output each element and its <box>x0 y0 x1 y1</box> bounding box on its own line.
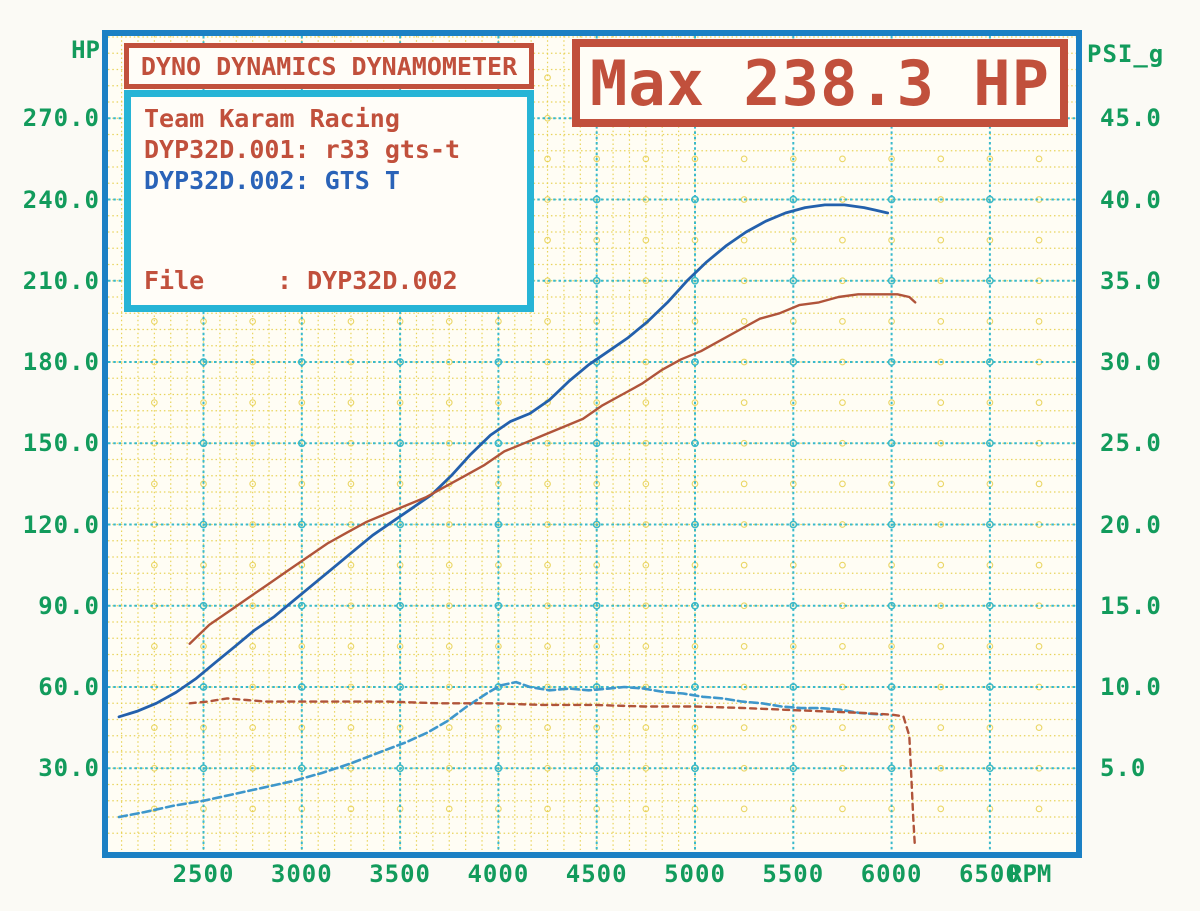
rpm-tick-4000: 4000 <box>467 860 530 888</box>
rpm-tick-4500: 4500 <box>565 860 628 888</box>
brand-title-box: DYNO DYNAMICS DYNAMOMETER <box>124 43 534 89</box>
psi-tick-5.0: 5.0 <box>1100 754 1147 783</box>
hp-tick-240.0: 240.0 <box>22 185 100 214</box>
rpm-tick-6500: 6500 <box>958 860 1021 888</box>
rpm-tick-5000: 5000 <box>664 860 726 888</box>
rpm-tick-2500: 2500 <box>172 860 235 888</box>
hp-tick-270.0: 270.0 <box>22 104 100 133</box>
curve-boost-DYP32D.002 <box>117 680 884 819</box>
file-line: File : DYP32D.002 <box>144 266 458 295</box>
max-hp-text: Max 238.3 HP <box>590 46 1050 120</box>
hp-tick-210.0: 210.0 <box>22 266 100 295</box>
curve-power-DYP32D.001-r33-gts-t <box>188 293 917 645</box>
psi-tick-15.0: 15.0 <box>1100 591 1162 620</box>
curve-power-DYP32D.002-GTS-T <box>117 203 890 719</box>
rpm-tick-3500: 3500 <box>369 860 431 888</box>
brand-title-text: DYNO DYNAMICS DYNAMOMETER <box>140 51 518 81</box>
psi-tick-20.0: 20.0 <box>1100 510 1162 539</box>
hp-tick-30.0: 30.0 <box>38 754 100 783</box>
psi-tick-30.0: 30.0 <box>1100 348 1162 376</box>
rpm-tick-6000: 6000 <box>860 860 923 888</box>
curve-boost-DYP32D.001 <box>188 697 916 846</box>
hp-tick-90.0: 90.0 <box>38 591 100 620</box>
psi-tick-25.0: 25.0 <box>1100 429 1162 458</box>
team-name: Team Karam Racing <box>144 104 400 133</box>
psi-tick-45.0: 45.0 <box>1100 104 1162 133</box>
psi-tick-35.0: 35.0 <box>1100 266 1162 295</box>
rpm-tick-3000: 3000 <box>270 860 333 888</box>
run1-label: DYP32D.001: r33 gts-t <box>144 135 461 164</box>
psi-tick-40.0: 40.0 <box>1100 185 1162 214</box>
x-axis-title: RPM <box>1008 860 1052 888</box>
right-axis-title: PSI_g <box>1087 40 1165 68</box>
max-hp-box: Max 238.3 HP <box>572 39 1068 127</box>
hp-tick-60.0: 60.0 <box>38 673 100 701</box>
hp-tick-150.0: 150.0 <box>22 429 100 458</box>
left-axis-title: HP <box>71 36 100 64</box>
hp-tick-120.0: 120.0 <box>22 510 100 539</box>
run-info-box: Team Karam Racing DYP32D.001: r33 gts-t … <box>124 90 534 312</box>
file-value: : DYP32D.002 <box>277 266 458 295</box>
file-label: File <box>144 266 205 295</box>
hp-tick-180.0: 180.0 <box>22 348 100 376</box>
rpm-tick-5500: 5500 <box>762 860 825 888</box>
run2-label: DYP32D.002: GTS T <box>144 166 400 195</box>
psi-tick-10.0: 10.0 <box>1100 673 1162 701</box>
